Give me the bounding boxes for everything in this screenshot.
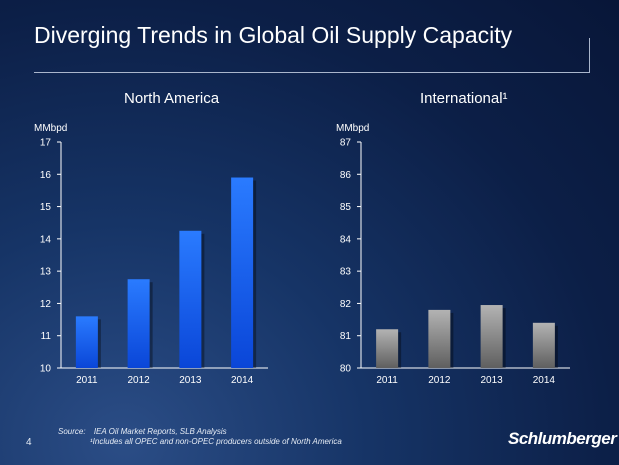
footnote: ¹Includes all OPEC and non-OPEC producer… [90,437,342,446]
source-label: Source: [58,427,86,436]
title-divider-edge [589,38,590,73]
international-bar-2012 [428,309,451,368]
north-america-y-tick-label: 17 [40,138,52,149]
international-y-tick-label: 87 [340,138,352,149]
north-america-y-tick-label: 13 [40,267,52,278]
international-y-tick-label: 83 [340,267,352,278]
north-america-y-tick-label: 10 [40,364,52,375]
title-divider [34,72,590,73]
international-chart-title: International¹ [420,90,508,107]
international-y-tick-label: 86 [340,170,352,181]
north-america-y-tick-label: 12 [40,299,52,310]
north-america-bar-2014 [231,177,254,368]
north-america-x-tick-label: 2012 [128,375,151,386]
international-bar-2013 [480,305,503,368]
international-x-tick-label: 2011 [376,375,398,386]
north-america-chart-title: North America [124,90,220,107]
north-america-bar-2012 [127,279,150,368]
north-america-x-tick-label: 2011 [76,375,98,386]
north-america-y-tick-label: 16 [40,170,52,181]
international-y-tick-label: 81 [340,331,352,342]
international-chart: 80 81 82 83 84 85 86 87 2011 2012 2013 2014 [340,138,570,386]
north-america-x-tick-label: 2013 [179,375,202,386]
international-x-tick-label: 2013 [481,375,504,386]
international-bar-2014 [532,322,555,368]
slide-title: Diverging Trends in Global Oil Supply Ca… [34,22,513,48]
page-number: 4 [26,437,32,448]
international-y-tick-label: 82 [340,299,352,310]
international-x-tick-label: 2012 [428,375,451,386]
international-bar-2011 [376,329,399,368]
international-x-tick-label: 2014 [533,375,556,386]
source-text: IEA Oil Market Reports, SLB Analysis [93,427,227,436]
international-y-unit: MMbpd [336,123,370,134]
north-america-bar-2011 [75,316,98,368]
north-america-bar-2013 [179,230,202,368]
north-america-y-tick-label: 14 [40,234,52,245]
north-america-y-unit: MMbpd [34,123,68,134]
north-america-y-tick-label: 15 [40,202,52,213]
international-y-tick-label: 80 [340,364,352,375]
international-y-tick-label: 85 [340,202,352,213]
north-america-x-tick-label: 2014 [231,375,254,386]
company-logo: Schlumberger [508,429,617,448]
north-america-y-tick-label: 11 [41,331,52,342]
international-y-tick-label: 84 [340,234,352,245]
north-america-chart: 10 11 12 13 14 15 16 17 2011 2012 2013 2014 [40,138,268,386]
